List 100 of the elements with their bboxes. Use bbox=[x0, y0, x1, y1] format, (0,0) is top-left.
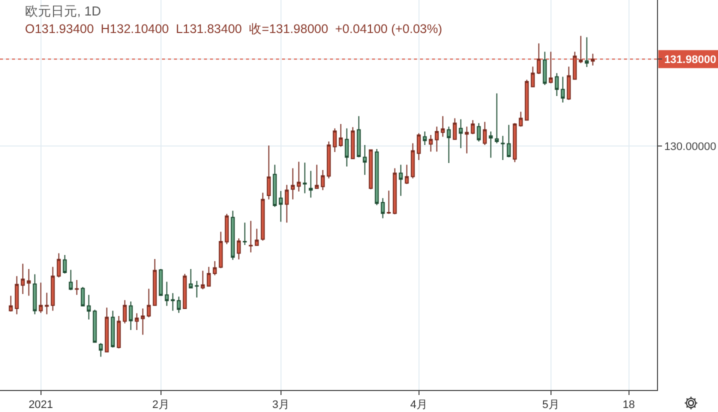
candlestick bbox=[470, 120, 475, 135]
candlestick bbox=[566, 66, 571, 100]
candlestick bbox=[446, 126, 451, 164]
candlestick bbox=[32, 274, 37, 315]
candlestick bbox=[422, 130, 427, 146]
candlestick bbox=[44, 292, 49, 315]
candlestick bbox=[524, 79, 529, 122]
x-tick-label: 18 bbox=[622, 399, 635, 412]
candlestick bbox=[356, 116, 361, 158]
candlestick bbox=[512, 122, 517, 163]
candlestick bbox=[530, 66, 535, 88]
y-tick-label: 130.00000 bbox=[664, 140, 716, 153]
candlestick bbox=[242, 222, 247, 246]
x-tick-label: 2021 bbox=[28, 399, 54, 412]
candlestick bbox=[344, 128, 349, 168]
candlestick bbox=[404, 164, 409, 185]
candlestick bbox=[260, 192, 265, 242]
candlestick bbox=[236, 238, 241, 260]
candlestick bbox=[26, 268, 31, 296]
x-tick-label: 5月 bbox=[542, 399, 560, 412]
candlestick bbox=[224, 213, 229, 245]
candlestick bbox=[374, 148, 379, 206]
candlestick bbox=[428, 134, 433, 152]
candlestick bbox=[284, 184, 289, 224]
candlestick bbox=[560, 76, 565, 104]
candlestick bbox=[266, 144, 271, 200]
candlestick bbox=[410, 142, 415, 179]
candlestick bbox=[176, 296, 181, 314]
x-tick-label: 3月 bbox=[272, 399, 290, 412]
candlestick bbox=[302, 162, 307, 194]
candlestick bbox=[476, 122, 481, 142]
candlestick bbox=[158, 268, 163, 296]
candlestick bbox=[584, 36, 589, 68]
candlestick bbox=[248, 220, 253, 253]
candlestick bbox=[164, 281, 169, 306]
candlestick bbox=[278, 190, 283, 222]
candlestick bbox=[434, 126, 439, 152]
candlestick bbox=[362, 144, 367, 176]
candlestick bbox=[140, 308, 145, 336]
candlestick bbox=[92, 309, 97, 344]
candlestick bbox=[392, 168, 397, 215]
candlestick bbox=[440, 116, 445, 138]
candlestick bbox=[326, 141, 331, 179]
candlestick bbox=[56, 252, 61, 278]
text: O131.93400 H132.10400 L131.83400 收=131.98000 +0.04100 (+0.03%) bbox=[25, 22, 442, 36]
candlestick bbox=[68, 269, 73, 291]
y-tick-label: 131.98000 bbox=[664, 54, 716, 66]
x-tick-label: 2月 bbox=[152, 399, 170, 412]
candlestick bbox=[542, 51, 547, 86]
candlestick bbox=[494, 92, 499, 144]
candlestick bbox=[110, 310, 115, 348]
candlestick bbox=[398, 164, 403, 196]
x-tick-label: 4月 bbox=[410, 399, 428, 412]
candlestick bbox=[320, 170, 325, 191]
candlestick bbox=[104, 307, 109, 353]
candlestick bbox=[200, 270, 205, 290]
candlestick bbox=[62, 254, 67, 274]
candlestick bbox=[452, 118, 457, 140]
candlestick bbox=[230, 210, 235, 260]
candlestick bbox=[350, 126, 355, 160]
chart-title: 欧元日元, 1D bbox=[25, 3, 101, 18]
candlestick bbox=[296, 161, 301, 192]
candlestick bbox=[386, 190, 391, 214]
candlestick bbox=[146, 288, 151, 318]
candlestick bbox=[218, 231, 223, 269]
candlestick bbox=[212, 260, 217, 276]
candlestick bbox=[8, 295, 13, 312]
candlestick bbox=[368, 148, 373, 190]
candlestick bbox=[134, 312, 139, 330]
candlestick bbox=[188, 268, 193, 289]
candlestick bbox=[254, 228, 259, 246]
candlestick bbox=[122, 300, 127, 324]
candlestick bbox=[380, 198, 385, 219]
candlestick bbox=[170, 292, 175, 312]
candlestick bbox=[308, 170, 313, 198]
candlestick bbox=[488, 130, 493, 158]
candlestick bbox=[14, 276, 19, 315]
candlestick bbox=[458, 118, 463, 149]
candlestick bbox=[20, 263, 25, 295]
candlestick bbox=[74, 280, 79, 296]
candlestick bbox=[86, 294, 91, 320]
candlestick bbox=[554, 72, 559, 96]
candlestick bbox=[38, 282, 43, 314]
candlestick bbox=[206, 266, 211, 288]
candlestick bbox=[80, 286, 85, 307]
candlestick bbox=[482, 121, 487, 146]
candlestick bbox=[290, 168, 295, 200]
candlestick bbox=[332, 128, 337, 153]
candlestick bbox=[152, 258, 157, 306]
candlestick bbox=[416, 132, 421, 160]
candlestick bbox=[194, 280, 199, 298]
candlestick bbox=[98, 342, 103, 358]
candlestick bbox=[464, 126, 469, 154]
candlestick bbox=[500, 135, 505, 160]
candlestick bbox=[116, 315, 121, 349]
candlestick bbox=[128, 300, 133, 330]
candlestick bbox=[50, 266, 55, 312]
candlestick bbox=[338, 124, 343, 148]
candlestick bbox=[314, 164, 319, 190]
candlestick bbox=[518, 111, 523, 128]
